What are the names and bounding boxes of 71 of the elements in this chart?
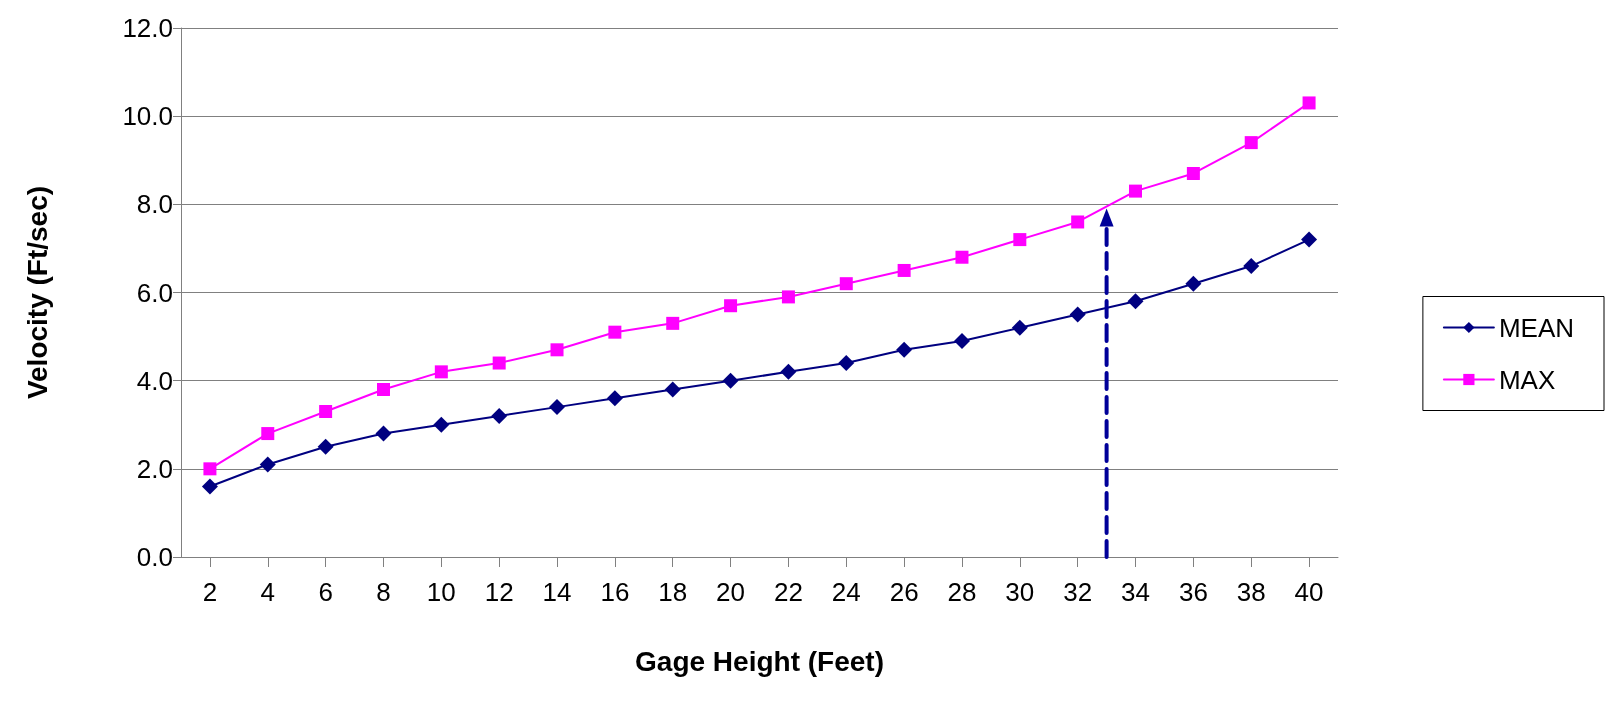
x-tick-label: 32 xyxy=(1063,577,1093,607)
x-tick-label: 8 xyxy=(376,577,391,607)
x-tick-label: 38 xyxy=(1236,577,1266,607)
x-tick-label: 6 xyxy=(318,577,333,607)
point xyxy=(780,363,797,380)
point xyxy=(1011,319,1028,336)
point xyxy=(896,341,913,358)
point xyxy=(724,299,738,313)
y-tick-label: 6.0 xyxy=(136,277,173,308)
y-tick-label: 2.0 xyxy=(136,453,173,484)
point xyxy=(953,332,970,349)
point xyxy=(1013,233,1027,247)
point xyxy=(376,382,390,396)
point xyxy=(319,405,333,419)
point xyxy=(550,343,564,357)
x-tick-label: 16 xyxy=(600,577,630,607)
point xyxy=(201,478,218,495)
x-tick-label: 2 xyxy=(202,577,218,607)
x-tick-label: 28 xyxy=(947,577,977,607)
y-tick-label: 4.0 xyxy=(136,365,173,396)
legend-label: MEAN xyxy=(1498,312,1575,343)
point xyxy=(664,381,681,398)
point xyxy=(1301,231,1318,248)
point xyxy=(375,425,392,442)
point xyxy=(549,399,566,416)
point xyxy=(666,316,680,330)
y-tick-label: 0.0 xyxy=(136,542,173,572)
point xyxy=(259,456,276,473)
point xyxy=(1243,258,1260,275)
point xyxy=(955,250,969,264)
x-tick-label: 24 xyxy=(831,577,861,607)
point xyxy=(1186,166,1200,180)
point xyxy=(434,365,448,379)
x-tick-label: 36 xyxy=(1178,577,1208,607)
point xyxy=(897,263,911,277)
point xyxy=(1244,136,1258,150)
point xyxy=(838,355,855,372)
y-tick-label: 12.0 xyxy=(122,13,173,43)
x-tick-label: 10 xyxy=(426,577,456,607)
point xyxy=(261,427,275,441)
point xyxy=(1069,306,1086,323)
point xyxy=(1302,96,1316,110)
point xyxy=(317,438,334,455)
point xyxy=(839,277,853,291)
legend-label: MAX xyxy=(1498,364,1556,395)
x-tick-label: 18 xyxy=(658,577,688,607)
point xyxy=(1127,293,1144,310)
x-tick-label: 40 xyxy=(1294,577,1324,607)
x-tick-label: 20 xyxy=(716,577,746,607)
x-tick-label: 34 xyxy=(1121,577,1150,607)
point xyxy=(1129,184,1143,198)
x-tick-label: 12 xyxy=(484,577,514,607)
point xyxy=(1071,215,1085,229)
point xyxy=(433,416,450,433)
x-axis-title: Gage Height (Feet) xyxy=(635,645,884,677)
x-tick-label: 26 xyxy=(889,577,919,607)
y-tick-label: 10.0 xyxy=(122,101,173,132)
point xyxy=(608,325,622,339)
point xyxy=(203,462,217,476)
x-tick-label: 14 xyxy=(542,577,572,607)
x-tick-label: 30 xyxy=(1005,577,1035,607)
point xyxy=(491,407,508,424)
point xyxy=(1185,275,1202,292)
y-tick-label: 8.0 xyxy=(136,189,173,220)
x-tick-label: 4 xyxy=(260,577,276,607)
point xyxy=(722,372,739,389)
x-tick-label: 22 xyxy=(773,577,803,607)
y-axis-title: Velocity (Ft/sec) xyxy=(21,185,53,400)
point xyxy=(781,290,795,304)
point xyxy=(606,390,623,407)
point xyxy=(492,356,506,370)
